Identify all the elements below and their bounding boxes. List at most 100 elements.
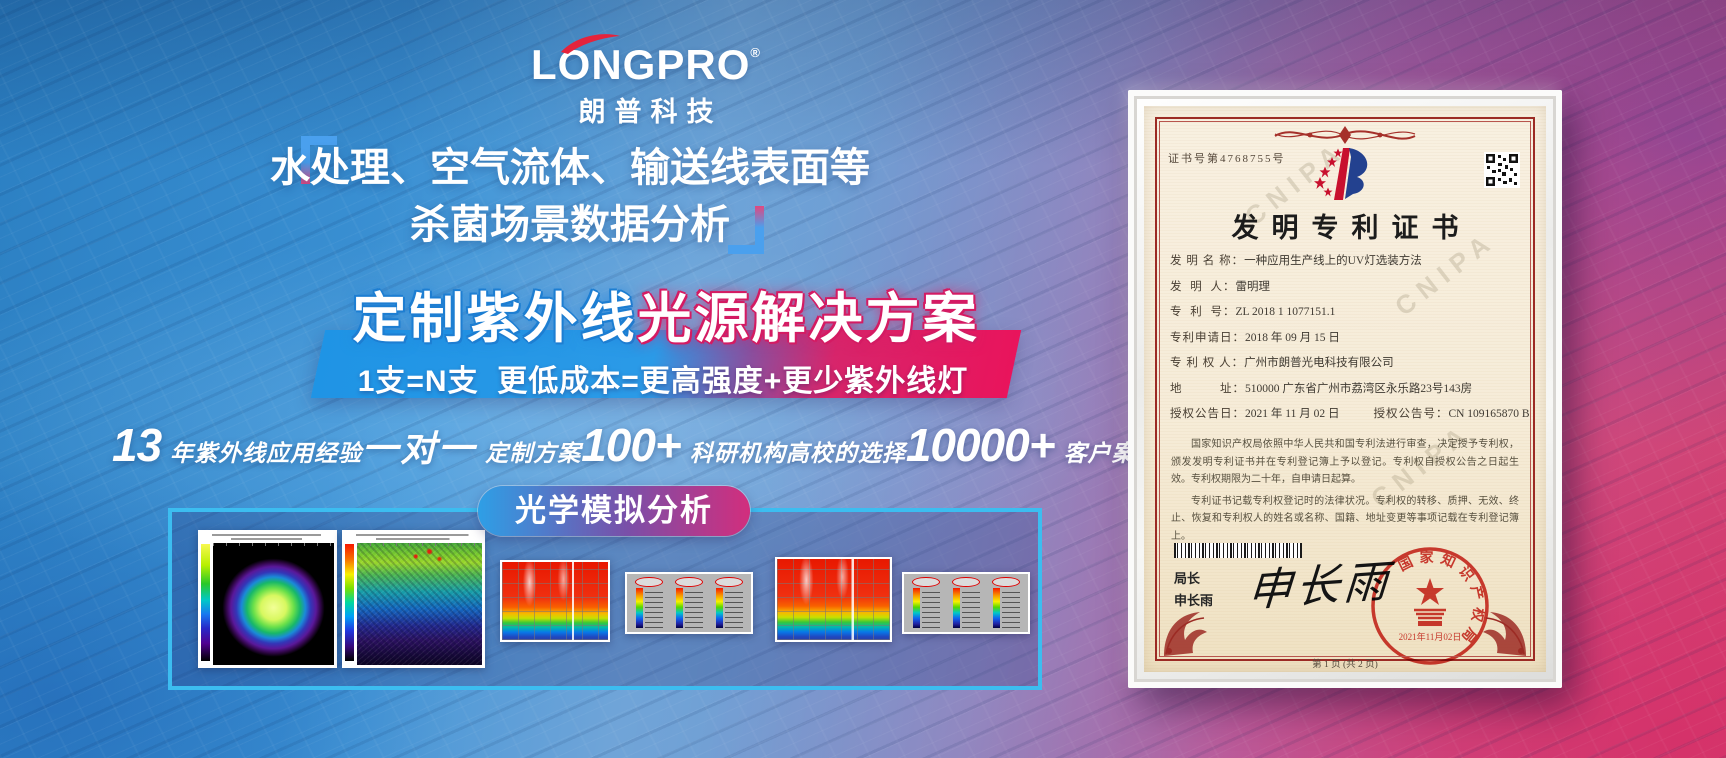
patent-certificate-frame: CNIPA CNIPA CNIPA 证书号第4768755号 bbox=[1128, 90, 1562, 688]
open-quote-bracket bbox=[301, 136, 337, 184]
irradiance-blob-plot bbox=[213, 543, 334, 665]
uv-heatmap bbox=[777, 559, 890, 640]
plot-caption-lines bbox=[207, 533, 328, 542]
legend-panel bbox=[625, 572, 753, 634]
colorbar bbox=[345, 544, 354, 662]
field-value: CN 109165870 B bbox=[1448, 408, 1530, 420]
field-label: 授权公告号： bbox=[1373, 408, 1449, 420]
colorbar bbox=[676, 588, 683, 628]
stat-value: 100+ bbox=[581, 419, 682, 471]
plot-caption-lines bbox=[351, 533, 476, 542]
colorbar-legend bbox=[631, 577, 667, 629]
brand-logo: LONGPRO® 朗普科技 bbox=[518, 28, 774, 129]
brand-subtitle: 朗普科技 bbox=[578, 97, 723, 127]
field-value: 510000 广东省广州市荔湾区永乐路23号143房 bbox=[1245, 382, 1473, 395]
simulation-image-irradiance-map bbox=[198, 530, 337, 668]
simulation-badge: 光学模拟分析 bbox=[478, 486, 750, 536]
director-name: 申长雨 bbox=[1174, 593, 1214, 609]
highlight-oval bbox=[675, 577, 703, 587]
stats-row: 13 年紫外线应用经验 一对一 定制方案 100+ 科研机构高校的选择 1000… bbox=[112, 418, 1207, 472]
colorbar bbox=[993, 588, 1000, 628]
stat-institutions: 100+ 科研机构高校的选择 bbox=[581, 418, 906, 472]
field-application-date: 专利申请日：2018 年 09 月 15 日 bbox=[1170, 331, 1526, 345]
solution-title-left: 定制紫外线 bbox=[352, 289, 638, 349]
colorbar bbox=[913, 588, 920, 628]
colorbar bbox=[201, 544, 210, 662]
registered-mark: ® bbox=[750, 45, 761, 60]
floral-ornament-icon bbox=[1274, 126, 1416, 144]
field-label: 专 利 权 人： bbox=[1170, 357, 1245, 369]
bracket-bar bbox=[755, 206, 764, 254]
highlight-oval bbox=[992, 577, 1020, 587]
director-label: 局长 bbox=[1174, 571, 1201, 586]
simulation-image-legends-1 bbox=[625, 572, 753, 634]
patent-certificate: CNIPA CNIPA CNIPA 证书号第4768755号 bbox=[1144, 106, 1546, 672]
cnipa-emblem-icon bbox=[1314, 148, 1368, 200]
tick-labels bbox=[1002, 588, 1020, 628]
legal-paragraph-1: 国家知识产权局依照中华人民共和国专利法进行审查，决定授予专利权，颁发发明专利证书… bbox=[1171, 439, 1519, 485]
stat-experience: 13 年紫外线应用经验 bbox=[112, 418, 362, 472]
certificate-number: 证书号第4768755号 bbox=[1168, 153, 1286, 165]
official-red-seal-icon: 国家知识产权局 2021年11月02日 bbox=[1371, 547, 1489, 665]
simulation-image-legends-2 bbox=[902, 572, 1030, 634]
field-label: 地 址： bbox=[1170, 382, 1245, 395]
highlight-oval bbox=[952, 577, 980, 587]
stat-label: 定制方案 bbox=[485, 440, 582, 466]
bracket-bar bbox=[301, 136, 337, 145]
field-inventor: 发 明 人：雷明理 bbox=[1170, 280, 1526, 294]
stat-value: 10000+ bbox=[905, 419, 1056, 471]
solution-subtitle: 1支=N支 更低成本=更高强度+更少紫外线灯 bbox=[357, 365, 969, 398]
field-patent-no: 专 利 号：ZL 2018 1 1077151.1 bbox=[1170, 306, 1526, 319]
simulation-image-heatmap-1 bbox=[500, 560, 610, 642]
uv-heatmap bbox=[502, 562, 608, 640]
tick-labels bbox=[922, 588, 940, 628]
red-swoosh-icon bbox=[561, 34, 620, 54]
simulation-image-noise-map bbox=[342, 530, 485, 668]
solution-title: 定制紫外线光源解决方案 bbox=[318, 292, 1014, 346]
simulation-gallery-box bbox=[168, 508, 1042, 690]
field-grant: 授权公告日：2021 年 11 月 02 日 授权公告号：CN 109165870… bbox=[1170, 408, 1530, 421]
field-invention-name: 发 明 名 称：一种应用生产线上的UV灯选装方法 bbox=[1170, 255, 1526, 268]
highlight-oval bbox=[912, 577, 940, 587]
certificate-title: 发明专利证书 bbox=[1231, 213, 1472, 243]
legend-panel bbox=[902, 572, 1030, 634]
legal-paragraph-2: 专利证书记载专利权登记时的法律状况。专利权的转移、质押、无效、终止、恢复和专利权… bbox=[1171, 495, 1519, 542]
colorbar-legend bbox=[671, 577, 707, 629]
field-label: 发 明 人： bbox=[1170, 280, 1236, 293]
tick-labels bbox=[645, 588, 663, 628]
colorbar-legend bbox=[948, 577, 984, 629]
certificate-legal-text: 国家知识产权局依照中华人民共和国专利法进行审查，决定授予专利权，颁发发明专利证书… bbox=[1171, 436, 1519, 549]
stat-value: 一对一 bbox=[362, 428, 477, 469]
simulation-image-heatmap-2 bbox=[775, 557, 892, 642]
tick-labels bbox=[962, 588, 980, 628]
stat-label: 科研机构高校的选择 bbox=[689, 440, 906, 466]
highlight-oval bbox=[715, 577, 743, 587]
field-value: ZL 2018 1 1077151.1 bbox=[1235, 306, 1336, 318]
colorbar bbox=[716, 588, 723, 628]
field-address: 地 址：510000 广东省广州市荔湾区永乐路23号143房 bbox=[1170, 382, 1526, 396]
field-label: 授权公告日： bbox=[1170, 408, 1245, 420]
director-block: 局长 申长雨 bbox=[1174, 568, 1213, 612]
corner-flourish-icon bbox=[1483, 612, 1526, 656]
field-value: 广州市朗普光电科技有限公司 bbox=[1244, 357, 1394, 369]
headline-line2: 杀菌场景数据分析 bbox=[410, 202, 730, 247]
tick-labels bbox=[725, 588, 743, 628]
field-value: 2018 年 09 月 15 日 bbox=[1245, 331, 1340, 344]
colorbar bbox=[953, 588, 960, 628]
seal-date: 2021年11月02日 bbox=[1399, 631, 1462, 642]
stat-value: 13 bbox=[112, 419, 162, 471]
colorbar-legend bbox=[908, 577, 944, 629]
stat-one-on-one: 一对一 定制方案 bbox=[362, 420, 581, 472]
field-label: 专 利 号： bbox=[1170, 306, 1236, 318]
solution-title-right: 光源解决方案 bbox=[637, 289, 980, 349]
noisy-intensity-plot bbox=[357, 543, 482, 665]
corner-flourish-icon bbox=[1164, 612, 1207, 656]
field-value: 雷明理 bbox=[1235, 280, 1271, 293]
headline-line1: 水处理、空气流体、输送线表面等 bbox=[270, 146, 870, 190]
colorbar-legend bbox=[988, 577, 1024, 629]
certificate-fields: 发 明 名 称：一种应用生产线上的UV灯选装方法 发 明 人：雷明理 专 利 号… bbox=[1170, 255, 1530, 435]
close-quote-bracket bbox=[728, 206, 764, 254]
colorbar bbox=[636, 588, 643, 628]
field-label: 专利申请日： bbox=[1170, 331, 1245, 344]
